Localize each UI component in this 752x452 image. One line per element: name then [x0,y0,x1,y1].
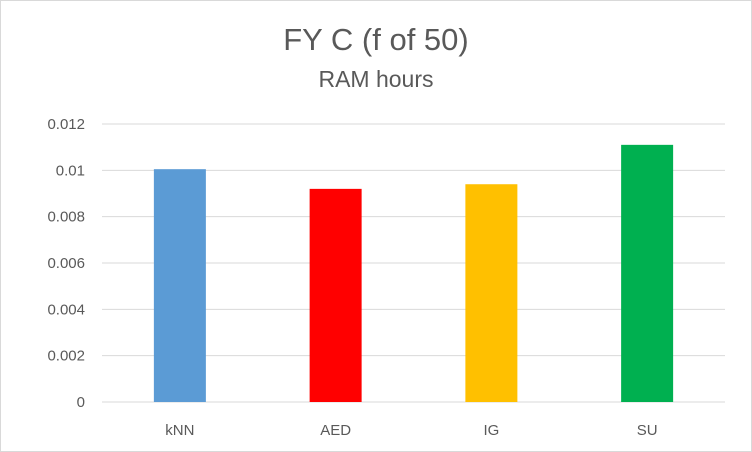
y-tick-labels: 0 0.002 0.004 0.006 0.008 0.01 0.012 [47,116,85,411]
y-tick-label: 0 [77,394,85,411]
category-label: SU [637,422,658,439]
bars [153,144,674,402]
y-tick-label: 0.002 [47,348,85,365]
y-tick-label: 0.006 [47,255,85,272]
bar-su [621,144,674,402]
y-tick-label: 0.012 [47,116,85,133]
chart-subtitle: RAM hours [318,66,434,92]
bar-knn [153,169,206,402]
category-label: AED [320,422,351,439]
category-label: IG [483,422,499,439]
y-tick-label: 0.004 [47,301,85,318]
y-tick-label: 0.008 [47,209,85,226]
category-labels: kNN AED IG SU [165,422,657,439]
bar-aed [309,188,362,402]
chart-title: FY C (f of 50) [283,22,469,57]
y-tick-label: 0.01 [56,162,85,179]
category-label: kNN [165,422,194,439]
bar-ig [465,184,518,402]
